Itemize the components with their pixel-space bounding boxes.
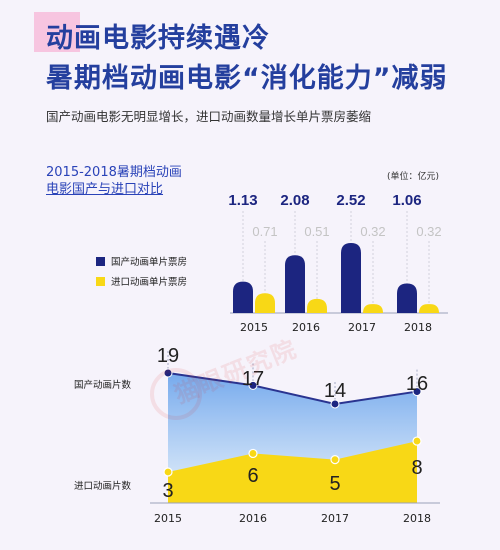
legend-label-imported: 进口动画单片票房 xyxy=(111,276,187,288)
legend-label-domestic: 国产动画单片票房 xyxy=(111,256,187,268)
bar-imported-2015 xyxy=(255,293,275,313)
bar-label-imported: 0.71 xyxy=(252,224,277,239)
point-domestic-2018 xyxy=(412,387,422,397)
bar-x-tick: 2017 xyxy=(348,321,376,334)
series-label-domestic: 国产动画片数 xyxy=(74,379,132,391)
unit-label: (单位：亿元) xyxy=(387,172,440,182)
value-label-domestic: 14 xyxy=(324,380,346,402)
bar-label-domestic: 1.06 xyxy=(392,192,421,209)
bar-label-imported: 0.32 xyxy=(416,224,441,239)
bar-label-domestic: 2.52 xyxy=(336,192,365,209)
page-subtitle: 国产动画电影无明显增长，进口动画数量增长单片票房萎缩 xyxy=(46,109,372,124)
page-title-line2: 暑期档动画电影“消化能力”减弱 xyxy=(46,63,448,94)
value-label-imported: 3 xyxy=(162,480,173,502)
point-imported-2018 xyxy=(412,436,422,446)
point-imported-2016 xyxy=(248,448,258,459)
line-domestic xyxy=(167,372,418,405)
point-imported-2015 xyxy=(163,467,173,477)
bar-x-tick: 2018 xyxy=(404,321,432,334)
bar-domestic-2018 xyxy=(397,283,417,313)
bar-label-imported: 0.51 xyxy=(304,224,329,239)
bar-chart: 1.13 0.71 2015 2.08 0.51 2016 2.52 0.32 2017 1.06… xyxy=(96,192,448,334)
section-title-line2: 电影国产与进口对比 xyxy=(46,182,164,197)
legend-swatch-domestic xyxy=(96,257,105,266)
watermark-logo xyxy=(150,368,202,420)
series-label-imported: 进口动画片数 xyxy=(74,480,132,492)
value-label-imported: 5 xyxy=(329,473,340,495)
point-domestic-2016 xyxy=(248,380,258,390)
area-x-tick: 2015 xyxy=(154,512,182,525)
page-title: 动画电影持续遇冷 xyxy=(46,23,270,54)
bar-imported-2016 xyxy=(307,298,327,313)
value-label-imported: 6 xyxy=(247,465,258,487)
legend-swatch-imported xyxy=(96,277,105,286)
value-label-domestic: 16 xyxy=(406,373,428,395)
bar-x-tick: 2016 xyxy=(292,321,320,334)
value-label-domestic: 19 xyxy=(157,345,179,367)
area-imported xyxy=(168,441,417,503)
section-title: 2015-2018暑期档动画 电影国产与进口对比 xyxy=(46,164,182,198)
title-highlight xyxy=(34,12,80,52)
bar-x-tick: 2015 xyxy=(240,321,268,334)
area-x-tick: 2018 xyxy=(403,512,431,525)
bar-imported-2017 xyxy=(363,304,383,313)
value-label-domestic: 17 xyxy=(242,368,264,390)
point-imported-2017 xyxy=(330,455,340,465)
bar-label-domestic: 1.13 xyxy=(228,192,257,209)
bar-label-domestic: 2.08 xyxy=(280,192,309,209)
bar-domestic-2017 xyxy=(341,243,361,313)
point-domestic-2017 xyxy=(330,399,340,409)
bar-label-imported: 0.32 xyxy=(360,224,385,239)
bar-imported-2018 xyxy=(419,304,439,313)
bar-domestic-2016 xyxy=(285,255,305,313)
value-label-imported: 8 xyxy=(411,457,422,479)
section-title-line1: 2015-2018暑期档动画 xyxy=(46,165,182,180)
area-x-tick: 2016 xyxy=(239,512,267,525)
area-x-tick: 2017 xyxy=(321,512,349,525)
bar-domestic-2015 xyxy=(233,281,253,313)
